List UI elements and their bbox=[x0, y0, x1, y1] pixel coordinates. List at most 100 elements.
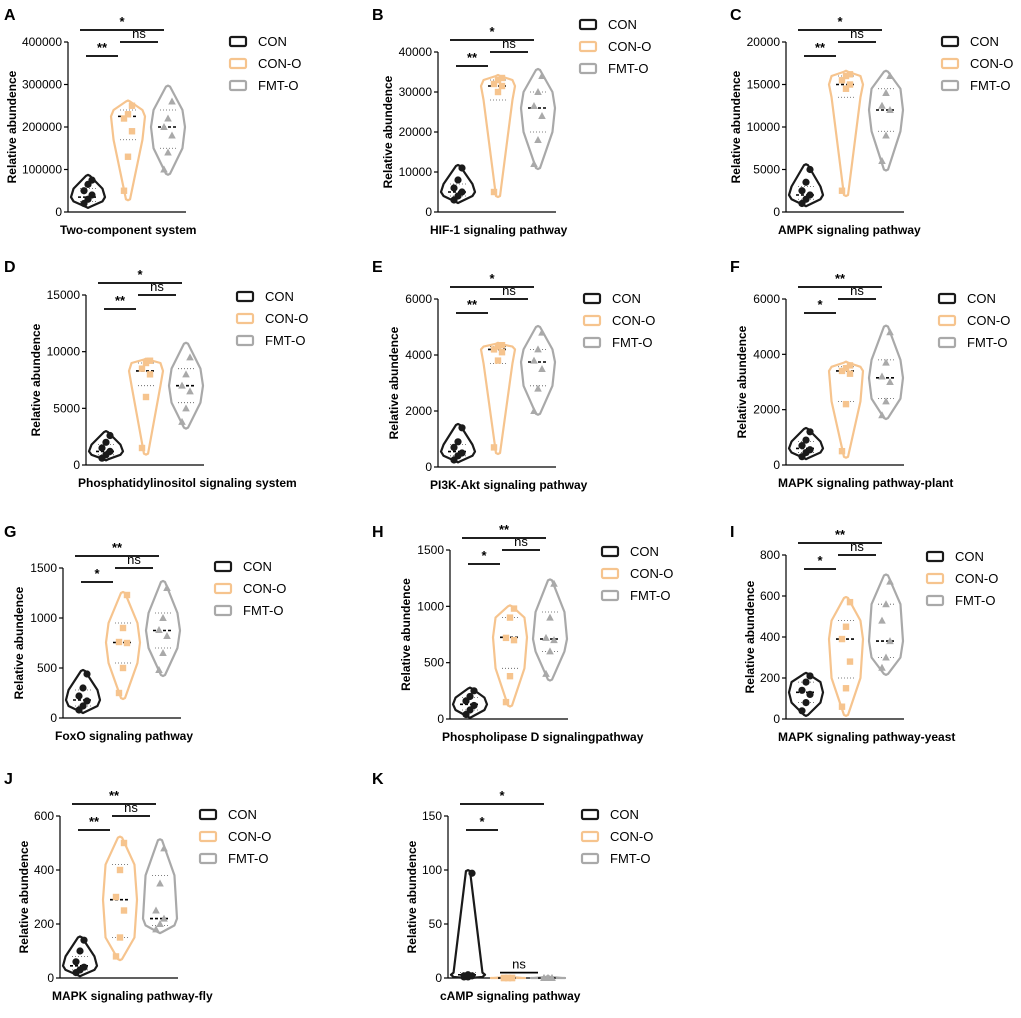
data-point bbox=[882, 131, 890, 139]
legend-swatch-con-o bbox=[925, 572, 945, 585]
data-point bbox=[79, 684, 87, 692]
y-tick-label: 2000 bbox=[753, 403, 780, 417]
y-tick-label: 200 bbox=[760, 671, 780, 685]
data-point bbox=[138, 365, 146, 372]
significance-label: ns bbox=[850, 26, 864, 41]
significance-label: * bbox=[119, 14, 125, 29]
data-point bbox=[159, 614, 167, 621]
data-point bbox=[160, 165, 168, 173]
legend-label-con-o: CON-O bbox=[612, 313, 655, 328]
legend-swatch-fmt-o bbox=[925, 594, 945, 607]
data-point bbox=[458, 424, 466, 432]
data-point bbox=[146, 371, 154, 378]
y-tick-label: 0 bbox=[47, 971, 54, 985]
legend-swatch-fmt-o bbox=[213, 604, 233, 617]
y-tick-label: 10000 bbox=[399, 165, 433, 179]
legend-label-fmt-o: FMT-O bbox=[608, 61, 648, 76]
panel-k: K 0 50 100 150 Relative abundence cAMP signali… bbox=[372, 771, 653, 1003]
y-axis-label: Relative abundence bbox=[405, 840, 419, 953]
y-tick-label: 15000 bbox=[47, 288, 81, 302]
y-axis-label: Relative abundence bbox=[17, 840, 31, 953]
y-tick-label: 600 bbox=[760, 589, 780, 603]
data-point bbox=[502, 698, 510, 706]
data-point bbox=[156, 920, 164, 927]
y-tick-label: 5000 bbox=[53, 401, 80, 415]
data-point bbox=[490, 346, 498, 353]
data-point bbox=[120, 115, 128, 122]
significance-label: * bbox=[489, 24, 495, 39]
significance-label: * bbox=[817, 297, 823, 312]
violin-con-o bbox=[127, 357, 165, 456]
data-point bbox=[182, 404, 190, 412]
significance-label: ns bbox=[850, 539, 864, 554]
data-point bbox=[798, 707, 806, 715]
data-point bbox=[846, 362, 854, 369]
legend-label-fmt-o: FMT-O bbox=[228, 851, 268, 866]
legend-label-con-o: CON-O bbox=[258, 56, 301, 71]
data-point bbox=[878, 101, 886, 109]
legend-label-fmt-o: FMT-O bbox=[258, 78, 298, 93]
y-tick-label: 0 bbox=[425, 205, 432, 219]
y-tick-label: 2000 bbox=[405, 404, 432, 418]
data-point bbox=[168, 97, 176, 105]
y-tick-label: 20000 bbox=[399, 125, 433, 139]
legend-label-con: CON bbox=[258, 34, 287, 49]
y-tick-label: 10000 bbox=[47, 345, 81, 359]
data-point bbox=[76, 947, 84, 955]
data-point bbox=[458, 188, 466, 196]
panel-a: A 0 100000 200000 300000 400000 Relative abund… bbox=[4, 7, 301, 237]
y-axis-label: Relative abundence bbox=[729, 70, 743, 183]
y-tick-label: 100000 bbox=[22, 163, 62, 177]
legend-swatch-fmt-o bbox=[235, 334, 255, 347]
legend-label-con: CON bbox=[970, 34, 999, 49]
data-point bbox=[106, 447, 114, 455]
significance-label: ** bbox=[109, 788, 120, 803]
data-point bbox=[546, 613, 554, 621]
legend-label-con-o: CON-O bbox=[610, 829, 653, 844]
data-point bbox=[124, 153, 132, 160]
data-point bbox=[510, 636, 518, 644]
y-tick-label: 1000 bbox=[417, 599, 444, 613]
legend-swatch-fmt-o bbox=[228, 79, 248, 92]
data-point bbox=[83, 670, 91, 678]
data-point bbox=[79, 702, 87, 710]
data-point bbox=[138, 444, 146, 452]
y-tick-label: 20000 bbox=[747, 35, 781, 49]
data-point bbox=[163, 632, 171, 639]
data-point bbox=[454, 176, 462, 184]
y-tick-label: 40000 bbox=[399, 45, 433, 59]
y-tick-label: 400 bbox=[760, 630, 780, 644]
legend-swatch-con-o bbox=[578, 40, 598, 53]
data-point bbox=[882, 600, 890, 608]
data-point bbox=[186, 353, 194, 361]
data-point bbox=[548, 974, 556, 981]
legend-swatch-con bbox=[580, 808, 600, 821]
significance-label: ns bbox=[512, 957, 526, 972]
data-point bbox=[878, 372, 886, 380]
legend-swatch-con-o bbox=[600, 567, 620, 580]
data-point bbox=[186, 387, 194, 395]
data-point bbox=[498, 82, 506, 90]
data-point bbox=[806, 446, 814, 454]
legend-swatch-fmt-o bbox=[582, 336, 602, 349]
data-point bbox=[806, 690, 814, 699]
panel-letter: H bbox=[372, 524, 384, 541]
data-point bbox=[155, 666, 163, 673]
legend-swatch-con bbox=[940, 35, 960, 48]
legend-label-con-o: CON-O bbox=[228, 829, 271, 844]
data-point bbox=[802, 699, 810, 707]
data-point bbox=[116, 866, 124, 874]
significance-label: * bbox=[817, 553, 823, 568]
data-point bbox=[115, 638, 123, 646]
data-point bbox=[182, 370, 190, 378]
y-tick-label: 5000 bbox=[753, 163, 780, 177]
y-tick-label: 100 bbox=[422, 863, 442, 877]
significance-label: * bbox=[489, 271, 495, 286]
data-point bbox=[882, 89, 890, 96]
x-axis-label: cAMP signaling pathway bbox=[440, 989, 581, 1003]
panel-f: F 0 2000 4000 6000 Relative abundence MAPK sig… bbox=[730, 259, 1010, 490]
violin-fmt-o bbox=[867, 69, 905, 172]
significance-label: ns bbox=[850, 283, 864, 298]
significance-label: ns bbox=[502, 283, 516, 298]
